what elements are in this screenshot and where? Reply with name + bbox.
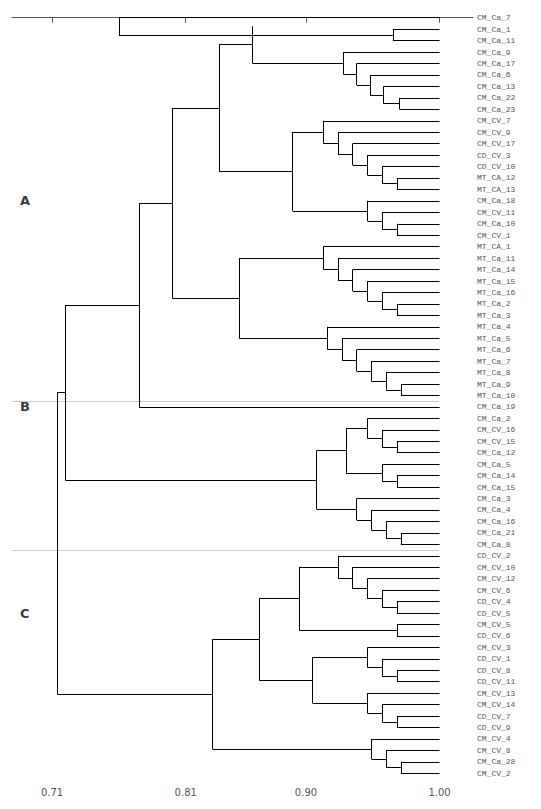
svg-text:CM_CV_9: CM_CV_9 <box>477 128 511 137</box>
svg-text:CD_CV_11: CD_CV_11 <box>477 677 516 686</box>
svg-text:CM_Ca_13: CM_Ca_13 <box>477 82 516 91</box>
svg-text:CM_CV_2: CM_CV_2 <box>477 769 511 778</box>
svg-text:MT_Ca_3: MT_Ca_3 <box>477 311 511 320</box>
svg-text:CD_CV_5: CD_CV_5 <box>477 609 511 618</box>
svg-text:CD_CV_9: CD_CV_9 <box>477 723 511 732</box>
svg-text:CM_Ca_7: CM_Ca_7 <box>477 13 511 22</box>
svg-text:CM_Ca_9: CM_Ca_9 <box>477 48 511 57</box>
svg-text:CM_CV_17: CM_CV_17 <box>477 139 516 148</box>
svg-text:0.90: 0.90 <box>295 787 317 798</box>
svg-text:0.81: 0.81 <box>175 787 197 798</box>
svg-text:CM_CV_7: CM_CV_7 <box>477 116 511 125</box>
svg-text:C: C <box>20 606 30 621</box>
svg-text:CM_Ca_10: CM_Ca_10 <box>477 219 516 228</box>
svg-text:CM_CV_4: CM_CV_4 <box>477 734 511 743</box>
svg-text:CD_CV_7: CD_CV_7 <box>477 712 511 721</box>
svg-text:MT_Ca_5: MT_Ca_5 <box>477 334 511 343</box>
svg-text:CM_Ca_2: CM_Ca_2 <box>477 414 511 423</box>
svg-text:MT_CA_12: MT_CA_12 <box>477 173 516 182</box>
svg-text:CM_Ca_3: CM_Ca_3 <box>477 494 511 503</box>
svg-text:CM_CV_6: CM_CV_6 <box>477 586 511 595</box>
svg-text:0.71: 0.71 <box>41 787 63 798</box>
svg-text:CM_Ca_15: CM_Ca_15 <box>477 483 516 492</box>
svg-text:CM_Ca_8: CM_Ca_8 <box>477 540 511 549</box>
svg-text:MT_Ca_8: MT_Ca_8 <box>477 368 511 377</box>
svg-text:CM_Ca_19: CM_Ca_19 <box>477 402 516 411</box>
svg-text:CM_Ca_16: CM_Ca_16 <box>477 517 516 526</box>
svg-text:MT_Ca_4: MT_Ca_4 <box>477 322 511 331</box>
svg-text:CM_Ca_5: CM_Ca_5 <box>477 460 511 469</box>
svg-text:CD_CV_10: CD_CV_10 <box>477 162 516 171</box>
svg-text:CM_CV_12: CM_CV_12 <box>477 574 516 583</box>
svg-text:MT_CA_1: MT_CA_1 <box>477 242 511 251</box>
svg-text:CD_CV_2: CD_CV_2 <box>477 551 511 560</box>
svg-text:1.00: 1.00 <box>428 787 450 798</box>
svg-text:CD_CV_3: CD_CV_3 <box>477 151 511 160</box>
svg-text:CM_CV_14: CM_CV_14 <box>477 700 516 709</box>
svg-text:MT_Ca_15: MT_Ca_15 <box>477 277 516 286</box>
svg-text:MT_Ca_16: MT_Ca_16 <box>477 288 516 297</box>
svg-text:CM_Ca_11: CM_Ca_11 <box>477 36 516 45</box>
svg-text:CM_CV_11: CM_CV_11 <box>477 208 516 217</box>
svg-text:CM_CV_16: CM_CV_16 <box>477 425 516 434</box>
svg-text:CD_CV_6: CD_CV_6 <box>477 631 511 640</box>
svg-text:CM_CV_8: CM_CV_8 <box>477 746 511 755</box>
svg-text:CD_CV_4: CD_CV_4 <box>477 597 511 606</box>
svg-text:CM_Ca_1: CM_Ca_1 <box>477 25 511 34</box>
svg-text:A: A <box>20 193 30 208</box>
svg-text:CM_Ca_23: CM_Ca_23 <box>477 105 516 114</box>
svg-text:CM_Ca_22: CM_Ca_22 <box>477 93 516 102</box>
svg-text:MT_Ca_7: MT_Ca_7 <box>477 357 511 366</box>
svg-text:CM_CV_15: CM_CV_15 <box>477 437 516 446</box>
svg-text:CM_CV_10: CM_CV_10 <box>477 563 516 572</box>
svg-text:CD_CV_8: CD_CV_8 <box>477 666 511 675</box>
svg-text:MT_CA_13: MT_CA_13 <box>477 185 516 194</box>
svg-text:CM_Ca_28: CM_Ca_28 <box>477 757 516 766</box>
svg-text:CM_Ca_17: CM_Ca_17 <box>477 59 516 68</box>
svg-text:CD_CV_1: CD_CV_1 <box>477 654 511 663</box>
svg-text:CM_Ca_12: CM_Ca_12 <box>477 448 516 457</box>
svg-text:CM_Ca_21: CM_Ca_21 <box>477 528 516 537</box>
svg-text:CM_Ca_6: CM_Ca_6 <box>477 70 511 79</box>
svg-text:CM_Ca_14: CM_Ca_14 <box>477 471 516 480</box>
svg-text:MT_Ca_10: MT_Ca_10 <box>477 391 516 400</box>
svg-text:CM_CV_1: CM_CV_1 <box>477 231 511 240</box>
svg-text:MT_Ca_6: MT_Ca_6 <box>477 345 511 354</box>
svg-text:MT_Ca_11: MT_Ca_11 <box>477 254 516 263</box>
svg-text:MT_Ca_14: MT_Ca_14 <box>477 265 516 274</box>
svg-text:CM_CV_5: CM_CV_5 <box>477 620 511 629</box>
svg-text:MT_Ca_9: MT_Ca_9 <box>477 380 511 389</box>
svg-text:B: B <box>20 399 30 414</box>
svg-text:CM_CV_3: CM_CV_3 <box>477 643 511 652</box>
svg-text:CM_Ca_18: CM_Ca_18 <box>477 196 516 205</box>
svg-text:CM_CV_13: CM_CV_13 <box>477 689 516 698</box>
svg-text:MT_Ca_2: MT_Ca_2 <box>477 299 511 308</box>
svg-text:CM_Ca_4: CM_Ca_4 <box>477 505 511 514</box>
